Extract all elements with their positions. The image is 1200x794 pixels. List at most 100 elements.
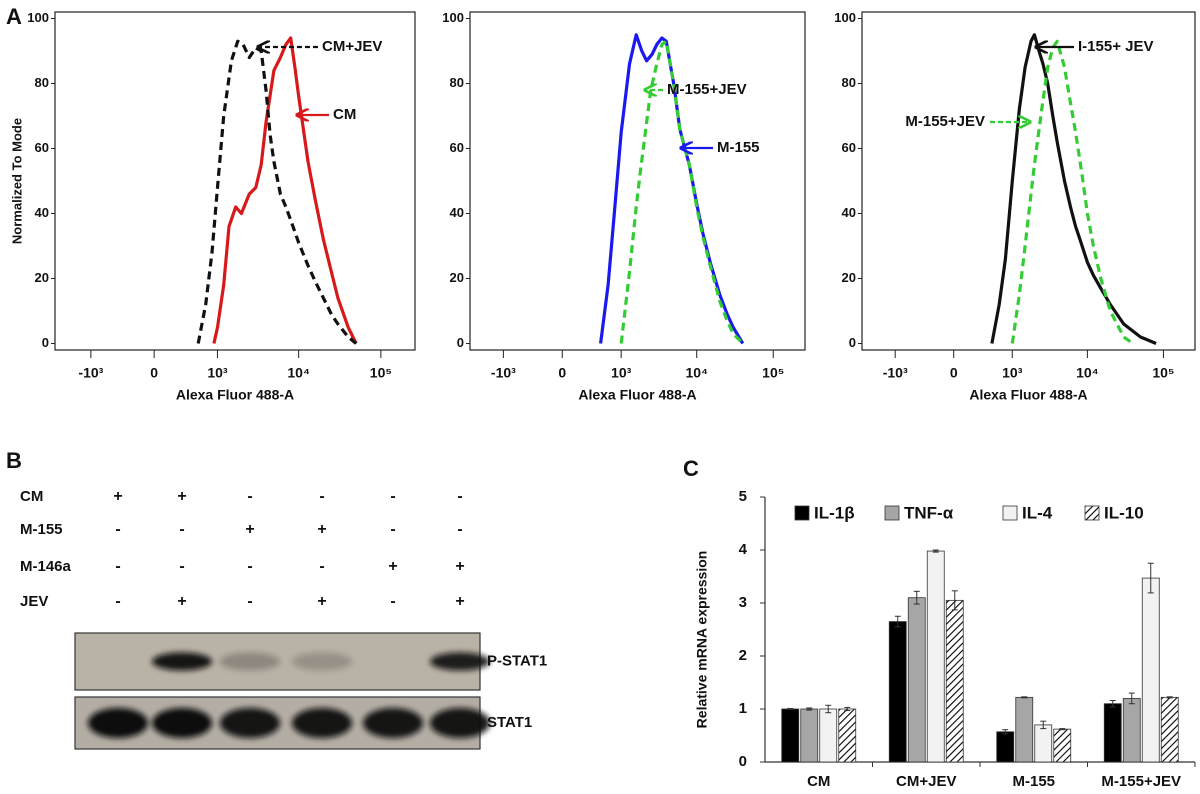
- error-bar: [1059, 728, 1066, 731]
- y-tick-label: 1: [739, 700, 747, 717]
- condition-sign: +: [388, 558, 397, 575]
- bar: [819, 708, 838, 763]
- band-label: STAT1: [487, 714, 532, 731]
- error-bar: [1040, 720, 1047, 730]
- condition-sign: +: [455, 558, 464, 575]
- annotation-label: CM: [333, 106, 356, 123]
- x-tick-label: CM+JEV: [896, 773, 956, 790]
- y-tick-label: 2: [739, 647, 747, 664]
- legend-label: IL-1β: [814, 503, 855, 522]
- condition-sign: +: [455, 593, 464, 610]
- condition-label: CM: [20, 488, 43, 505]
- condition-sign: -: [179, 558, 184, 575]
- y-tick-label: 4: [739, 541, 748, 558]
- blot-band: [292, 708, 352, 738]
- y-tick-label: 80: [450, 75, 464, 90]
- condition-sign: -: [179, 521, 184, 538]
- blot-band: [152, 708, 212, 738]
- y-tick-label: 80: [35, 75, 49, 90]
- plot-frame: [54, 11, 416, 351]
- error-bar: [1166, 696, 1173, 699]
- band-label: P-STAT1: [487, 652, 547, 669]
- bar: [800, 708, 819, 763]
- annotation-label: I-155+ JEV: [1078, 38, 1153, 55]
- y-tick-label: 60: [450, 140, 464, 155]
- histogram-line: [990, 33, 1157, 345]
- condition-label: M-155: [20, 521, 63, 538]
- error-bar: [1128, 692, 1135, 705]
- y-tick-label: 20: [35, 270, 49, 285]
- x-tick-label: 0: [558, 365, 566, 381]
- blot-band: [220, 652, 280, 671]
- y-axis-label: Relative mRNA expression: [694, 551, 710, 729]
- x-tick-label: 10³: [611, 365, 632, 381]
- blot-band: [430, 708, 490, 738]
- annotation-label: M-155: [717, 139, 760, 156]
- legend-label: TNF-α: [904, 503, 954, 522]
- bar: [888, 621, 907, 763]
- y-tick-label: 100: [834, 10, 856, 25]
- x-axis-label: Alexa Fluor 488-A: [578, 387, 696, 403]
- y-tick-label: 40: [842, 205, 856, 220]
- condition-sign: -: [390, 521, 395, 538]
- bar: [1141, 577, 1160, 763]
- x-tick-label: 0: [950, 365, 958, 381]
- error-bar: [787, 707, 794, 711]
- x-tick-label: -10³: [78, 365, 103, 381]
- bar: [996, 731, 1015, 763]
- x-tick-label: -10³: [491, 365, 516, 381]
- condition-sign: +: [177, 593, 186, 610]
- condition-sign: -: [247, 488, 252, 505]
- annotation-label: M-155+JEV: [905, 113, 985, 130]
- x-tick-label: 10³: [1002, 365, 1023, 381]
- error-bar: [1002, 729, 1009, 735]
- blot-band: [292, 652, 352, 671]
- bar: [907, 597, 926, 763]
- x-tick-label: 10⁵: [370, 365, 392, 381]
- y-tick-label: 0: [849, 335, 856, 350]
- condition-sign: +: [245, 521, 254, 538]
- condition-label: M-146a: [20, 558, 72, 575]
- blot-band: [220, 708, 280, 738]
- y-tick-label: 0: [457, 335, 464, 350]
- y-tick-label: 100: [442, 10, 464, 25]
- condition-sign: -: [247, 558, 252, 575]
- legend-label: IL-4: [1022, 503, 1053, 522]
- bar: [926, 550, 945, 763]
- condition-sign: -: [115, 593, 120, 610]
- plot-frame: [469, 11, 806, 351]
- y-axis-label: Normalized To Mode: [9, 118, 24, 244]
- x-tick-label: 10⁵: [762, 365, 784, 381]
- x-tick-label: M-155: [1012, 773, 1055, 790]
- bar: [1122, 698, 1141, 763]
- condition-sign: +: [113, 488, 122, 505]
- histogram-line: [212, 36, 358, 345]
- panel-letter: A: [6, 4, 22, 29]
- x-tick-label: 10⁴: [287, 365, 310, 381]
- y-tick-label: 60: [842, 140, 856, 155]
- condition-sign: +: [177, 488, 186, 505]
- legend-swatch: [884, 505, 900, 521]
- y-tick-label: 0: [739, 753, 747, 770]
- legend-swatch: [794, 505, 810, 521]
- annotation-label: M-155+JEV: [667, 81, 747, 98]
- error-bar: [844, 706, 851, 712]
- blot-band: [363, 708, 423, 738]
- y-tick-label: 5: [739, 488, 747, 505]
- bar: [1015, 696, 1034, 763]
- error-bar: [894, 615, 901, 628]
- blot-band: [430, 652, 490, 671]
- y-tick-label: 80: [842, 75, 856, 90]
- x-tick-label: 10⁴: [685, 365, 708, 381]
- condition-label: JEV: [20, 593, 48, 610]
- bar: [1103, 703, 1122, 763]
- condition-sign: -: [247, 593, 252, 610]
- bar: [781, 708, 800, 763]
- histogram-line: [196, 39, 358, 345]
- error-bar: [932, 549, 939, 553]
- condition-sign: +: [317, 521, 326, 538]
- x-axis-label: Alexa Fluor 488-A: [176, 387, 294, 403]
- x-tick-label: 10⁵: [1152, 365, 1174, 381]
- bar: [945, 599, 964, 763]
